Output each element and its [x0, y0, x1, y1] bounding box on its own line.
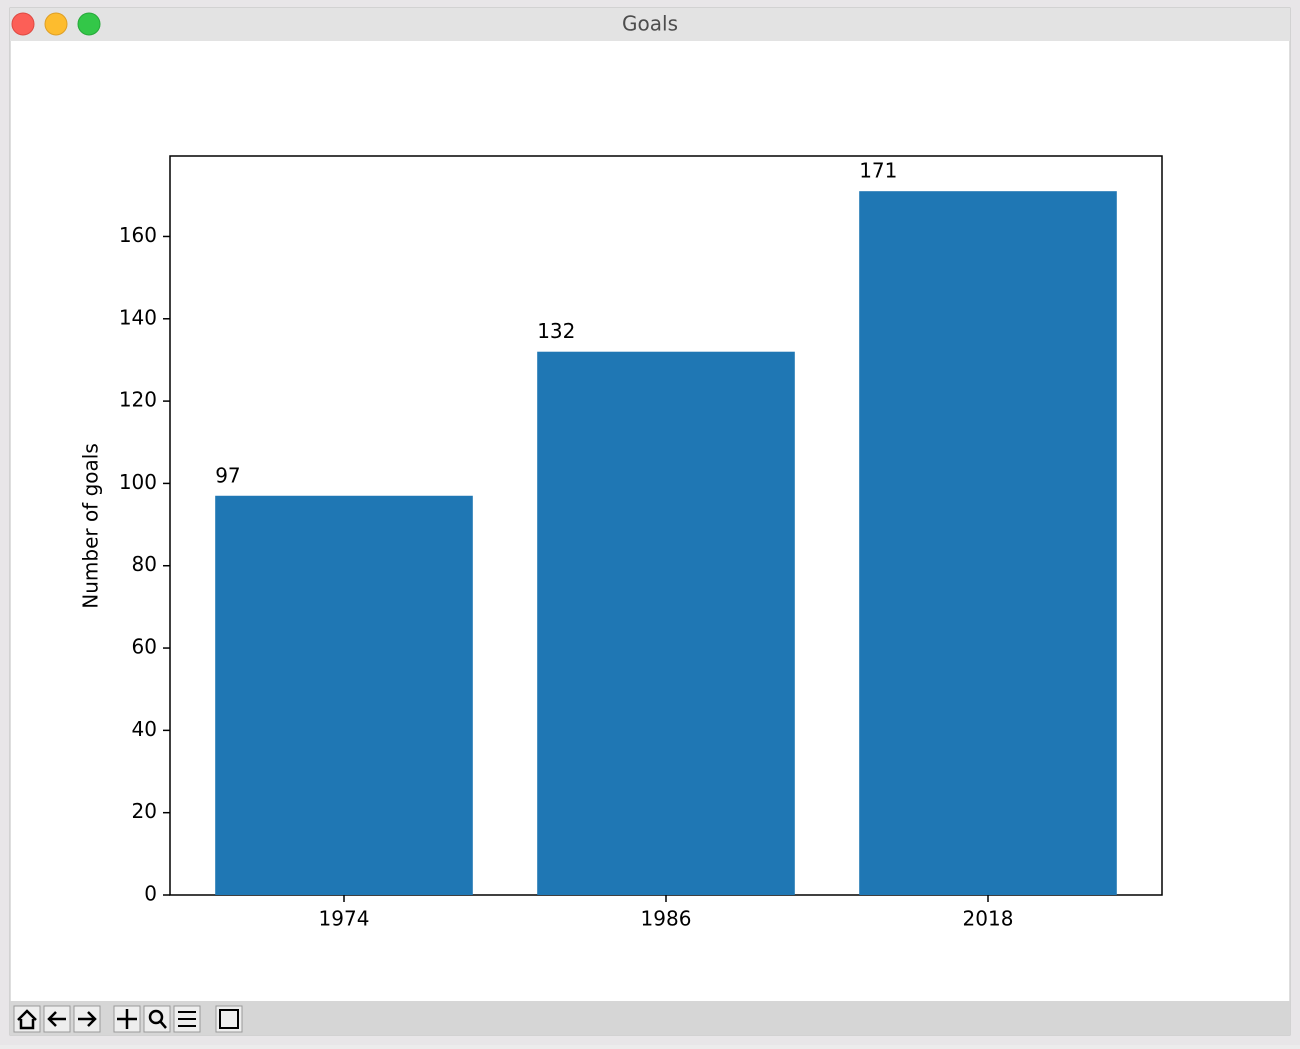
y-tick-label: 0 — [144, 882, 157, 906]
back-icon — [47, 1011, 66, 1027]
bar — [537, 351, 795, 895]
save-icon — [219, 1009, 239, 1029]
forward-icon — [78, 1011, 97, 1027]
x-tick-label: 1974 — [319, 907, 370, 931]
y-tick-label: 60 — [132, 635, 157, 659]
toolbar — [10, 1001, 1290, 1035]
y-axis-label: Number of goals — [79, 443, 103, 609]
value-label: 132 — [537, 319, 575, 343]
value-label: 97 — [215, 463, 240, 487]
close-button[interactable] — [11, 12, 35, 36]
zoom-icon — [148, 1009, 164, 1025]
bar — [215, 495, 473, 895]
value-label: 171 — [859, 159, 897, 183]
minimize-button[interactable] — [44, 12, 68, 36]
configure-icon — [178, 1011, 196, 1027]
plot: 0 20 40 60 80 100 120 140 160 1974 97 1986 132 2018 17… — [119, 159, 1117, 931]
y-tick-label: 120 — [119, 388, 157, 412]
y-tick-label: 140 — [119, 305, 157, 329]
bar — [859, 191, 1117, 895]
y-tick-label: 40 — [132, 717, 157, 741]
window-title: Goals — [622, 12, 678, 36]
y-tick-label: 80 — [132, 552, 157, 576]
pan-icon — [117, 1009, 137, 1029]
title-bar — [10, 8, 1290, 41]
x-tick-label: 1986 — [641, 907, 692, 931]
x-tick-label: 2018 — [963, 907, 1014, 931]
zoom-icon-handle — [159, 1020, 167, 1029]
toolbar-icons — [13, 1005, 243, 1033]
y-tick-label: 100 — [119, 470, 157, 494]
y-tick-label: 160 — [119, 223, 157, 247]
home-icon — [17, 1009, 37, 1030]
y-tick-label: 20 — [132, 799, 157, 823]
zoom-button[interactable] — [77, 12, 101, 36]
